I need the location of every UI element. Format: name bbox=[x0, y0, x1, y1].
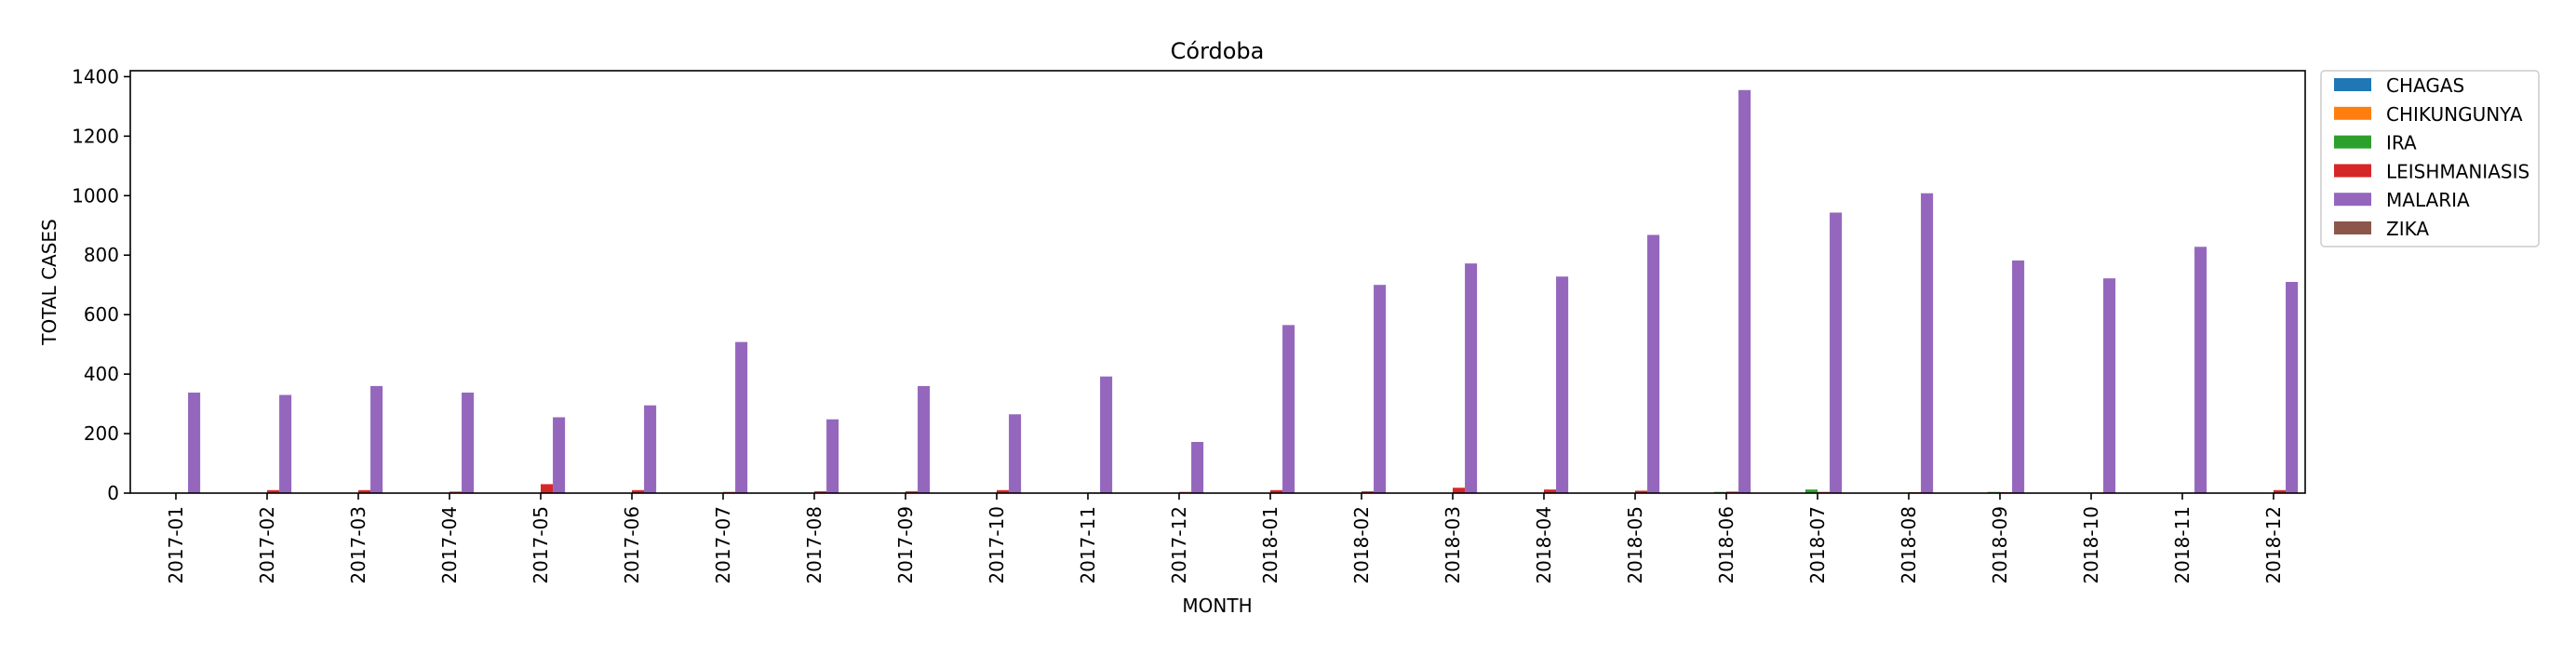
bar-ira-2018-07 bbox=[1805, 489, 1818, 493]
bar-malaria-2017-10 bbox=[1009, 414, 1022, 493]
bar-malaria-2018-08 bbox=[1921, 193, 1934, 493]
bar-leishmaniasis-2018-04 bbox=[1544, 489, 1557, 493]
bar-malaria-2017-05 bbox=[553, 417, 566, 493]
y-tick-label: 1000 bbox=[72, 184, 119, 207]
x-tick-label: 2018-09 bbox=[1989, 506, 2011, 584]
x-tick-label: 2017-11 bbox=[1077, 506, 1099, 584]
x-tick-label: 2017-03 bbox=[347, 506, 369, 584]
bar-malaria-2017-03 bbox=[370, 385, 383, 493]
legend-swatch bbox=[2334, 135, 2371, 149]
y-axis-title: TOTAL CASES bbox=[38, 219, 60, 345]
x-tick-label: 2018-12 bbox=[2262, 506, 2285, 584]
bar-leishmaniasis-2018-01 bbox=[1270, 489, 1283, 493]
legend-label: ZIKA bbox=[2386, 218, 2429, 240]
bar-malaria-2018-11 bbox=[2194, 247, 2207, 493]
x-tick-label: 2018-08 bbox=[1898, 506, 1920, 584]
bar-leishmaniasis-2017-08 bbox=[814, 491, 827, 493]
bar-malaria-2017-06 bbox=[644, 405, 657, 493]
bar-leishmaniasis-2017-05 bbox=[541, 484, 554, 493]
x-tick-label: 2018-11 bbox=[2171, 506, 2194, 584]
x-tick-label: 2017-01 bbox=[165, 506, 187, 584]
x-tick-label: 2017-07 bbox=[712, 506, 734, 584]
bars bbox=[176, 89, 2299, 494]
bar-leishmaniasis-2018-05 bbox=[1635, 490, 1648, 493]
x-tick-label: 2018-01 bbox=[1259, 506, 1281, 584]
x-tick-label: 2017-10 bbox=[986, 506, 1008, 584]
y-tick-label: 200 bbox=[84, 422, 119, 445]
x-tick-label: 2017-12 bbox=[1168, 506, 1190, 584]
chart-title: Córdoba bbox=[1171, 38, 1265, 64]
x-tick-label: 2018-04 bbox=[1533, 506, 1555, 584]
bar-leishmaniasis-2017-02 bbox=[267, 489, 280, 493]
bar-malaria-2018-10 bbox=[2103, 278, 2116, 493]
x-tick-label: 2018-02 bbox=[1350, 506, 1373, 584]
x-tick-label: 2017-09 bbox=[894, 506, 917, 584]
plot-area-frame bbox=[129, 70, 2306, 494]
x-tick-label: 2017-05 bbox=[530, 506, 552, 584]
bar-malaria-2018-02 bbox=[1374, 285, 1387, 493]
x-tick-label: 2018-06 bbox=[1715, 506, 1737, 584]
x-axis-ticks: 2017-01 2017-02 2017-03 2017-04 2017-05 2017-… bbox=[165, 493, 2285, 584]
y-tick-label: 600 bbox=[84, 303, 119, 326]
bar-leishmaniasis-2018-02 bbox=[1362, 491, 1375, 493]
legend-swatch bbox=[2334, 78, 2371, 91]
x-tick-label: 2017-08 bbox=[803, 506, 825, 584]
bar-malaria-2018-03 bbox=[1465, 263, 1478, 493]
legend-label: IRA bbox=[2386, 132, 2417, 154]
bar-malaria-2017-07 bbox=[735, 341, 748, 493]
bar-malaria-2018-06 bbox=[1738, 89, 1751, 494]
legend-label: CHIKUNGUNYA bbox=[2386, 103, 2523, 126]
legend-frame bbox=[2320, 70, 2540, 247]
bar-malaria-2018-04 bbox=[1556, 276, 1569, 493]
bar-leishmaniasis-2017-09 bbox=[906, 491, 919, 493]
legend-label: CHAGAS bbox=[2386, 74, 2464, 97]
x-tick-label: 2018-03 bbox=[1442, 506, 1464, 584]
x-tick-label: 2018-07 bbox=[1806, 506, 1829, 584]
legend-swatch bbox=[2334, 221, 2371, 234]
x-tick-label: 2018-05 bbox=[1624, 506, 1646, 584]
bar-malaria-2017-01 bbox=[188, 392, 201, 493]
y-tick-label: 0 bbox=[107, 482, 119, 504]
bar-malaria-2017-04 bbox=[462, 392, 475, 493]
x-axis-title: MONTH bbox=[1182, 595, 1252, 617]
legend-swatch bbox=[2334, 164, 2371, 178]
bar-malaria-2017-09 bbox=[918, 385, 931, 493]
bar-malaria-2017-02 bbox=[279, 394, 292, 493]
bar-leishmaniasis-2017-10 bbox=[997, 489, 1010, 493]
legend-swatch bbox=[2334, 193, 2371, 207]
bar-malaria-2018-05 bbox=[1647, 234, 1660, 494]
y-tick-label: 1400 bbox=[72, 65, 119, 87]
y-axis-ticks: 0 200 400 600 800 1000 1200 1400 bbox=[72, 65, 130, 504]
bar-malaria-2017-11 bbox=[1100, 376, 1113, 493]
bar-malaria-2018-12 bbox=[2286, 282, 2299, 493]
bar-leishmaniasis-2018-12 bbox=[2274, 489, 2287, 493]
legend-label: LEISHMANIASIS bbox=[2386, 160, 2529, 182]
bar-malaria-2018-01 bbox=[1282, 325, 1295, 493]
y-tick-label: 400 bbox=[84, 363, 119, 385]
y-tick-label: 800 bbox=[84, 244, 119, 266]
bar-malaria-2018-09 bbox=[2012, 260, 2025, 493]
bar-leishmaniasis-2017-06 bbox=[632, 489, 645, 493]
bar-leishmaniasis-2017-03 bbox=[358, 489, 371, 493]
y-tick-label: 1200 bbox=[72, 125, 119, 147]
legend-label: MALARIA bbox=[2386, 189, 2470, 211]
bar-malaria-2017-08 bbox=[826, 419, 839, 493]
bar-malaria-2018-07 bbox=[1830, 212, 1843, 494]
x-tick-label: 2017-06 bbox=[621, 506, 643, 584]
legend-swatch bbox=[2334, 106, 2371, 120]
x-tick-label: 2018-10 bbox=[2080, 506, 2102, 584]
bar-malaria-2017-12 bbox=[1191, 442, 1204, 493]
x-tick-label: 2017-04 bbox=[438, 506, 461, 584]
bar-leishmaniasis-2018-03 bbox=[1453, 488, 1466, 493]
x-tick-label: 2017-02 bbox=[256, 506, 278, 584]
legend: CHAGAS CHIKUNGUNYA IRA LEISHMANIASIS MALARIA… bbox=[2320, 70, 2540, 247]
